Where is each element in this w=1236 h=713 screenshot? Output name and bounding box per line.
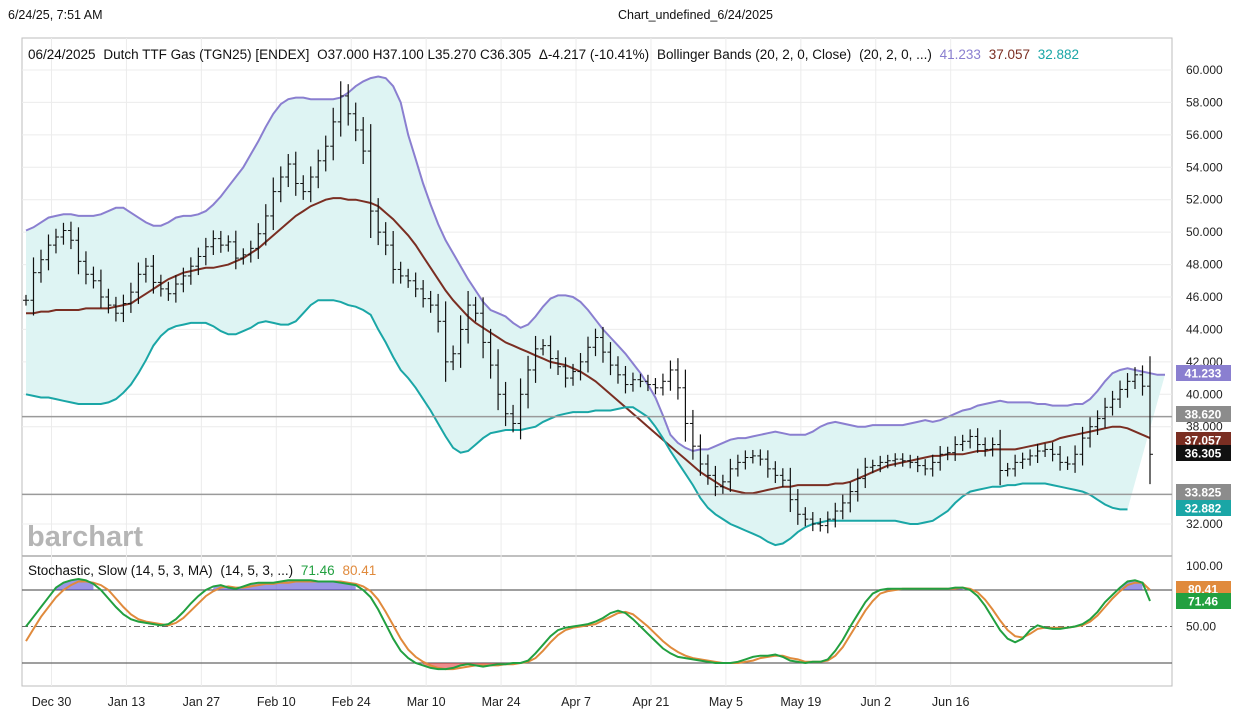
date-tick-label: Jun 16 — [932, 695, 970, 709]
date-tick-label: Mar 24 — [482, 695, 521, 709]
price-tick-label: 60.000 — [1186, 63, 1223, 77]
date-axis: Dec 30 Jan 13 Jan 27 Feb 10 Feb 24 Mar 10 Mar … — [32, 695, 970, 709]
price-tick-label: 50.000 — [1186, 225, 1223, 239]
header-date: 06/24/2025 — [28, 47, 96, 62]
price-value-text: 41.233 — [1185, 367, 1222, 381]
price-tick-label: 32.000 — [1186, 517, 1223, 531]
price-tick-label: 52.000 — [1186, 193, 1223, 207]
price-tick-label: 48.000 — [1186, 258, 1223, 272]
stoch-params: (14, 5, 3, ...) — [220, 563, 293, 578]
header-study-name: Bollinger Bands (20, 2, 0, Close) — [657, 47, 851, 62]
date-tick-label: Jun 2 — [860, 695, 891, 709]
middle-band-line — [26, 197, 1151, 495]
date-tick-label: May 5 — [709, 695, 743, 709]
price-value-text: 32.882 — [1185, 502, 1222, 516]
price-axis: 60.000 58.000 56.000 54.000 52.000 50.000 48.0… — [1186, 63, 1223, 634]
price-value-box — [1176, 484, 1231, 500]
date-tick-label: Apr 7 — [561, 695, 591, 709]
price-value-box — [1176, 406, 1231, 422]
bollinger-bands — [25, 75, 1165, 547]
stochastic-plot — [22, 577, 1172, 671]
header-middle-value: 37.057 — [989, 47, 1030, 62]
stoch-study-header: Stochastic, Slow (14, 5, 3, MA) (14, 5, … — [28, 563, 376, 578]
price-tick-label: 58.000 — [1186, 95, 1223, 109]
header-ohlc: O37.000 H37.100 L35.270 C36.305 — [317, 47, 531, 62]
horizontal-reference-lines — [22, 415, 1172, 496]
price-bars — [23, 81, 1153, 534]
price-value-text: 38.620 — [1185, 408, 1222, 422]
price-study-header: 06/24/2025 Dutch TTF Gas (TGN25) [ENDEX]… — [28, 47, 1079, 62]
header-study-params: (20, 2, 0, ...) — [859, 47, 932, 62]
stoch-tick-label: 50.00 — [1186, 620, 1216, 634]
stoch-title: Stochastic, Slow (14, 5, 3, MA) — [28, 563, 213, 578]
date-tick-label: Apr 21 — [633, 695, 670, 709]
price-tick-label: 54.000 — [1186, 160, 1223, 174]
barchart-watermark: barchart — [27, 521, 143, 553]
stoch-value-text: 71.46 — [1188, 595, 1218, 609]
header-upper-value: 41.233 — [940, 47, 981, 62]
stoch-value-box — [1176, 593, 1231, 609]
price-value-box — [1176, 500, 1231, 516]
price-value-text: 37.057 — [1185, 434, 1222, 448]
stoch-k-line — [25, 577, 1151, 671]
price-value-text: 33.825 — [1185, 486, 1222, 500]
price-value-box — [1176, 445, 1231, 461]
price-tick-label: 40.000 — [1186, 387, 1223, 401]
timestamp: 6/24/25, 7:51 AM — [8, 8, 103, 22]
price-tick-label: 44.000 — [1186, 322, 1223, 336]
date-tick-label: Feb 24 — [332, 695, 371, 709]
upper-band-line — [25, 75, 1165, 453]
price-value-box — [1176, 365, 1231, 381]
header-instrument: Dutch TTF Gas (TGN25) [ENDEX] — [103, 47, 309, 62]
stoch-d-line — [25, 580, 1151, 671]
date-tick-label: Feb 10 — [257, 695, 296, 709]
price-tick-label: 56.000 — [1186, 128, 1223, 142]
price-value-text: 36.305 — [1185, 447, 1222, 461]
stoch-top-tick-label: 100.00 — [1186, 559, 1223, 573]
price-value-labels: 41.23338.62037.05736.30533.82532.88280.4… — [1176, 365, 1231, 609]
stoch-k-value: 71.46 — [301, 563, 335, 578]
date-tick-label: Jan 27 — [183, 695, 221, 709]
window-title: Chart_undefined_6/24/2025 — [618, 8, 773, 22]
date-tick-label: May 19 — [780, 695, 821, 709]
date-tick-label: Jan 13 — [108, 695, 146, 709]
header-lower-value: 32.882 — [1038, 47, 1079, 62]
date-tick-label: Mar 10 — [407, 695, 446, 709]
stoch-d-value: 80.41 — [342, 563, 376, 578]
lower-band-line — [25, 299, 1128, 547]
band-fill — [26, 76, 1165, 546]
stoch-panel-frame — [21, 555, 1173, 687]
header-change: Δ-4.217 (-10.41%) — [539, 47, 649, 62]
price-tick-label: 46.000 — [1186, 290, 1223, 304]
price-tick-label: 38.000 — [1186, 420, 1223, 434]
price-value-box — [1176, 432, 1231, 448]
date-tick-label: Dec 30 — [32, 695, 72, 709]
